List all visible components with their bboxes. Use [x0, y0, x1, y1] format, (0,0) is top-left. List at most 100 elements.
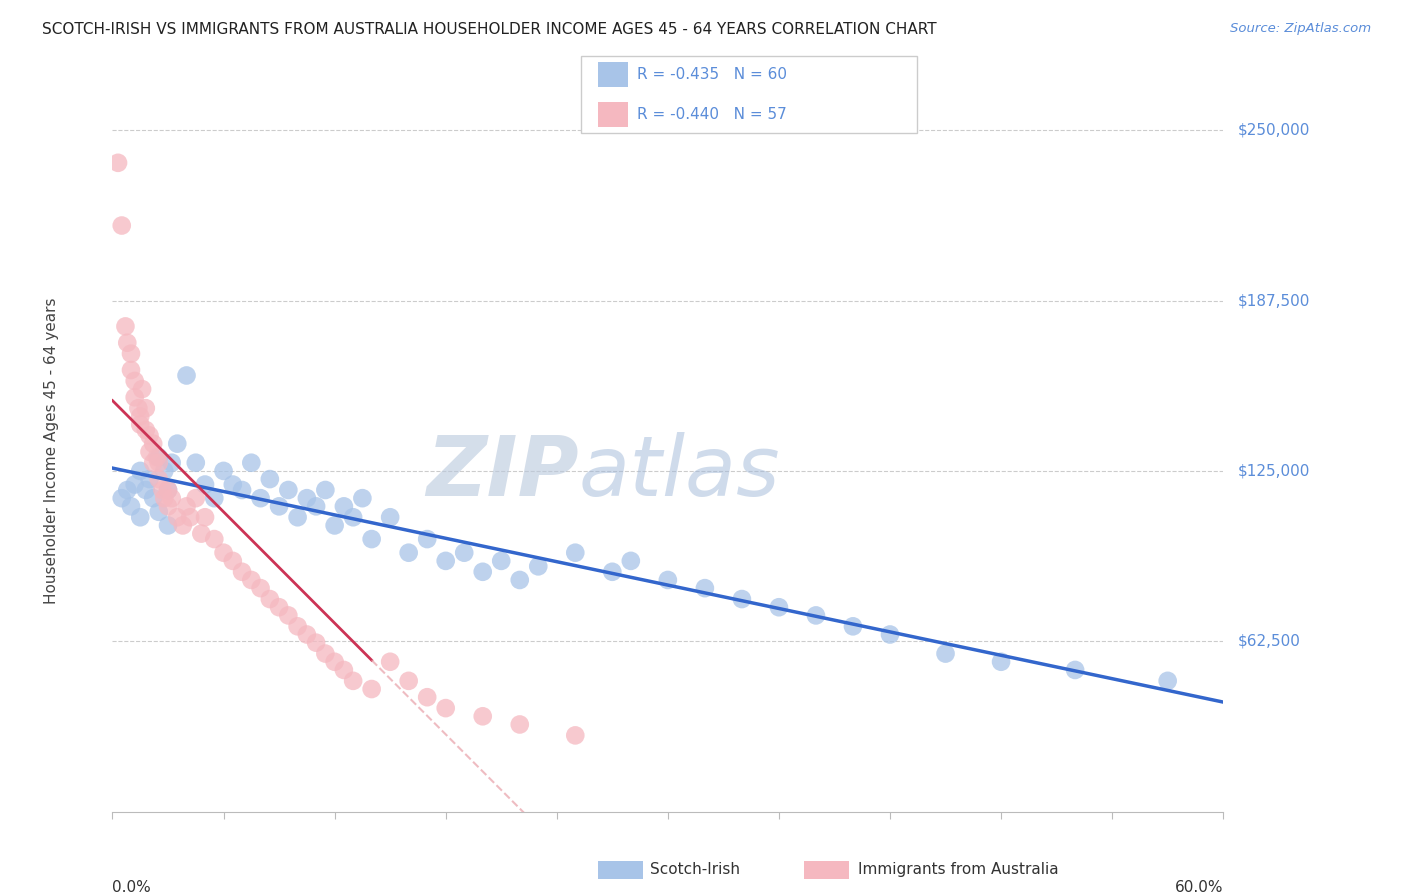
- Point: [176, 500, 198, 514]
- Point: [277, 483, 299, 497]
- Point: [120, 363, 142, 377]
- Point: [202, 491, 225, 505]
- Point: [564, 546, 586, 560]
- Point: [804, 608, 827, 623]
- Point: [129, 464, 152, 478]
- Point: [564, 728, 586, 742]
- Point: [138, 445, 160, 459]
- Point: [152, 483, 174, 497]
- Text: Householder Income Ages 45 - 64 years: Householder Income Ages 45 - 64 years: [44, 297, 59, 604]
- Point: [295, 627, 318, 641]
- Point: [212, 464, 235, 478]
- Point: [333, 500, 356, 514]
- Point: [509, 717, 531, 731]
- Point: [259, 592, 281, 607]
- Point: [527, 559, 550, 574]
- Point: [142, 436, 165, 450]
- Text: Immigrants from Australia: Immigrants from Australia: [858, 863, 1059, 877]
- Point: [160, 491, 183, 505]
- Point: [879, 627, 901, 641]
- Point: [222, 554, 245, 568]
- Point: [135, 423, 157, 437]
- Point: [157, 483, 180, 497]
- Point: [148, 505, 170, 519]
- Point: [731, 592, 754, 607]
- Point: [267, 600, 291, 615]
- Point: [693, 581, 716, 595]
- Point: [360, 681, 382, 696]
- Point: [471, 565, 494, 579]
- Point: [202, 532, 225, 546]
- Point: [124, 390, 146, 404]
- Point: [146, 450, 169, 465]
- Point: [148, 450, 170, 465]
- Point: [111, 491, 134, 505]
- Point: [124, 374, 146, 388]
- Point: [453, 546, 475, 560]
- Point: [148, 456, 170, 470]
- Point: [176, 368, 198, 383]
- Point: [231, 483, 253, 497]
- Point: [135, 401, 157, 416]
- Point: [249, 491, 271, 505]
- Point: [287, 619, 309, 633]
- Point: [398, 673, 420, 688]
- Point: [131, 382, 153, 396]
- Point: [129, 510, 152, 524]
- Point: [471, 709, 494, 723]
- Point: [222, 477, 245, 491]
- Point: [124, 477, 146, 491]
- Point: [117, 335, 139, 350]
- Point: [509, 573, 531, 587]
- Text: SCOTCH-IRISH VS IMMIGRANTS FROM AUSTRALIA HOUSEHOLDER INCOME AGES 45 - 64 YEARS : SCOTCH-IRISH VS IMMIGRANTS FROM AUSTRALI…: [42, 22, 936, 37]
- Point: [842, 619, 865, 633]
- Point: [240, 456, 263, 470]
- Point: [212, 546, 235, 560]
- Point: [935, 647, 957, 661]
- Point: [184, 456, 207, 470]
- Point: [342, 673, 364, 688]
- Point: [231, 565, 253, 579]
- Text: R = -0.440   N = 57: R = -0.440 N = 57: [637, 107, 787, 122]
- Text: 60.0%: 60.0%: [1175, 880, 1223, 892]
- Point: [314, 483, 336, 497]
- Point: [148, 472, 170, 486]
- Point: [153, 464, 176, 478]
- Point: [157, 483, 180, 497]
- Point: [194, 510, 217, 524]
- Text: Scotch-Irish: Scotch-Irish: [650, 863, 740, 877]
- Point: [491, 554, 513, 568]
- Point: [129, 409, 152, 424]
- Point: [360, 532, 382, 546]
- Point: [287, 510, 309, 524]
- Point: [1156, 673, 1178, 688]
- Point: [194, 477, 217, 491]
- Point: [277, 608, 299, 623]
- Point: [398, 546, 420, 560]
- Point: [120, 346, 142, 360]
- Text: $125,000: $125,000: [1239, 464, 1310, 478]
- Point: [434, 701, 457, 715]
- Point: [342, 510, 364, 524]
- Point: [1064, 663, 1087, 677]
- Point: [117, 483, 139, 497]
- Point: [142, 456, 165, 470]
- Point: [602, 565, 624, 579]
- Point: [184, 491, 207, 505]
- Point: [190, 526, 212, 541]
- Point: [380, 655, 402, 669]
- Point: [157, 518, 180, 533]
- Point: [157, 500, 180, 514]
- Point: [160, 456, 183, 470]
- Point: [323, 518, 346, 533]
- Text: R = -0.435   N = 60: R = -0.435 N = 60: [637, 67, 787, 82]
- Point: [114, 319, 136, 334]
- Point: [416, 532, 439, 546]
- Point: [305, 635, 328, 649]
- Point: [352, 491, 374, 505]
- Text: $62,500: $62,500: [1239, 634, 1301, 648]
- Text: atlas: atlas: [579, 432, 780, 513]
- Point: [620, 554, 643, 568]
- Point: [120, 500, 142, 514]
- Text: $187,500: $187,500: [1239, 293, 1310, 308]
